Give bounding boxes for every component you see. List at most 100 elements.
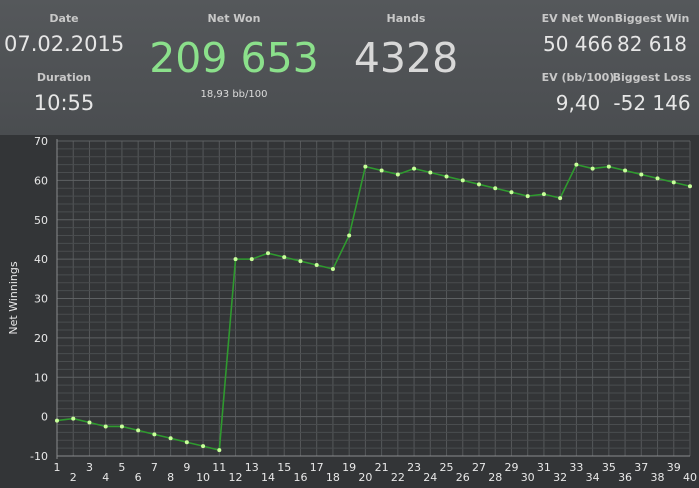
x-tick-label: 22 — [391, 471, 405, 484]
net-won-bb100: 18,93 bb/100 — [200, 89, 268, 100]
x-tick-label: 28 — [488, 471, 502, 484]
x-tick-label: 3 — [86, 461, 93, 474]
biggest-loss-label: Biggest Loss — [612, 71, 692, 84]
x-tick-label: 30 — [521, 471, 535, 484]
data-point — [558, 196, 563, 201]
hands-value: 4328 — [353, 34, 459, 82]
data-point — [444, 174, 449, 179]
y-tick-label: 0 — [41, 411, 48, 424]
data-point — [493, 186, 498, 191]
data-point — [509, 190, 514, 195]
data-point — [55, 418, 59, 423]
x-tick-label: 40 — [683, 471, 697, 484]
data-point — [574, 162, 579, 167]
data-point — [412, 166, 417, 171]
hands-label: Hands — [386, 12, 426, 25]
ev-net-won-label: EV Net Won — [541, 12, 615, 25]
x-tick-label: 10 — [196, 471, 210, 484]
x-tick-label: 17 — [310, 461, 324, 474]
data-point — [119, 424, 124, 429]
data-point — [330, 266, 335, 271]
data-point — [314, 263, 319, 268]
x-tick-label: 6 — [135, 471, 142, 484]
x-tick-label: 38 — [651, 471, 665, 484]
x-tick-label: 2 — [70, 471, 77, 484]
x-tick-label: 16 — [293, 471, 307, 484]
chart-series — [55, 162, 692, 453]
chart-tick-labels: 706050403020100-101234567891011121314151… — [30, 135, 697, 484]
x-tick-label: 19 — [342, 461, 356, 474]
y-tick-label: 40 — [34, 253, 48, 266]
duration-label: Duration — [36, 71, 92, 84]
chart-axes — [56, 139, 690, 459]
y-tick-label: 50 — [34, 214, 48, 227]
biggest-win-label: Biggest Win — [614, 12, 690, 25]
date-label: Date — [49, 12, 79, 25]
data-point — [71, 416, 76, 421]
ev-net-won-value: 50 466 — [543, 32, 613, 56]
x-tick-label: 37 — [634, 461, 648, 474]
x-tick-label: 13 — [245, 461, 259, 474]
data-point — [395, 172, 400, 177]
x-tick-label: 26 — [456, 471, 470, 484]
x-tick-label: 33 — [569, 461, 583, 474]
x-tick-label: 34 — [586, 471, 600, 484]
data-point — [136, 428, 141, 433]
net-won-label: Net Won — [207, 12, 261, 25]
data-point — [168, 436, 173, 441]
x-tick-label: 36 — [618, 471, 632, 484]
data-point — [379, 168, 384, 173]
data-point — [606, 164, 611, 169]
data-point — [266, 251, 270, 256]
data-point — [363, 164, 368, 169]
data-point — [233, 257, 238, 262]
data-point — [87, 420, 92, 425]
x-tick-label: 7 — [151, 461, 158, 474]
net-won-value: 209 653 — [149, 34, 319, 82]
y-tick-label: 20 — [34, 332, 48, 345]
x-tick-label: 29 — [504, 461, 518, 474]
data-point — [623, 168, 628, 173]
data-point — [671, 180, 676, 185]
y-tick-label: 70 — [34, 135, 48, 148]
data-point — [103, 424, 108, 429]
x-tick-label: 5 — [118, 461, 125, 474]
x-tick-label: 23 — [407, 461, 421, 474]
data-point — [477, 182, 481, 187]
date-value: 07.02.2015 — [4, 32, 125, 56]
x-tick-label: 39 — [667, 461, 681, 474]
x-tick-label: 18 — [326, 471, 340, 484]
x-tick-label: 25 — [440, 461, 454, 474]
x-tick-label: 31 — [537, 461, 551, 474]
x-tick-label: 15 — [277, 461, 291, 474]
stats-panel: Date 07.02.2015 Duration 10:55 Net Won 2… — [0, 0, 699, 135]
data-point — [184, 440, 189, 445]
data-point — [428, 170, 433, 175]
biggest-win-value: 82 618 — [617, 32, 687, 56]
chart-svg: 706050403020100-101234567891011121314151… — [7, 135, 697, 484]
x-tick-label: 35 — [602, 461, 616, 474]
data-point — [525, 194, 530, 199]
x-tick-label: 21 — [375, 461, 389, 474]
chart-grid — [56, 140, 691, 457]
y-tick-label: 60 — [34, 174, 48, 187]
data-point — [639, 172, 644, 177]
data-point — [217, 448, 222, 453]
data-point — [590, 166, 595, 171]
x-tick-label: 4 — [102, 471, 109, 484]
biggest-loss-value: -52 146 — [613, 91, 691, 115]
duration-value: 10:55 — [33, 91, 95, 115]
x-tick-label: 1 — [54, 461, 61, 474]
data-point — [298, 259, 303, 264]
x-tick-label: 9 — [183, 461, 190, 474]
net-winnings-chart: 70 60 50 40 30 20 10 0 -10 1 2 3 4 5 6 7 8 9 10 11 12 13 14 15 1… — [0, 135, 699, 488]
data-point — [347, 233, 352, 238]
x-tick-label: 24 — [423, 471, 437, 484]
data-point — [460, 178, 465, 183]
x-tick-label: 27 — [472, 461, 486, 474]
x-tick-label: 14 — [261, 471, 275, 484]
x-tick-label: 32 — [553, 471, 567, 484]
data-point — [249, 257, 254, 262]
series-line — [56, 163, 691, 452]
data-point — [655, 176, 660, 181]
